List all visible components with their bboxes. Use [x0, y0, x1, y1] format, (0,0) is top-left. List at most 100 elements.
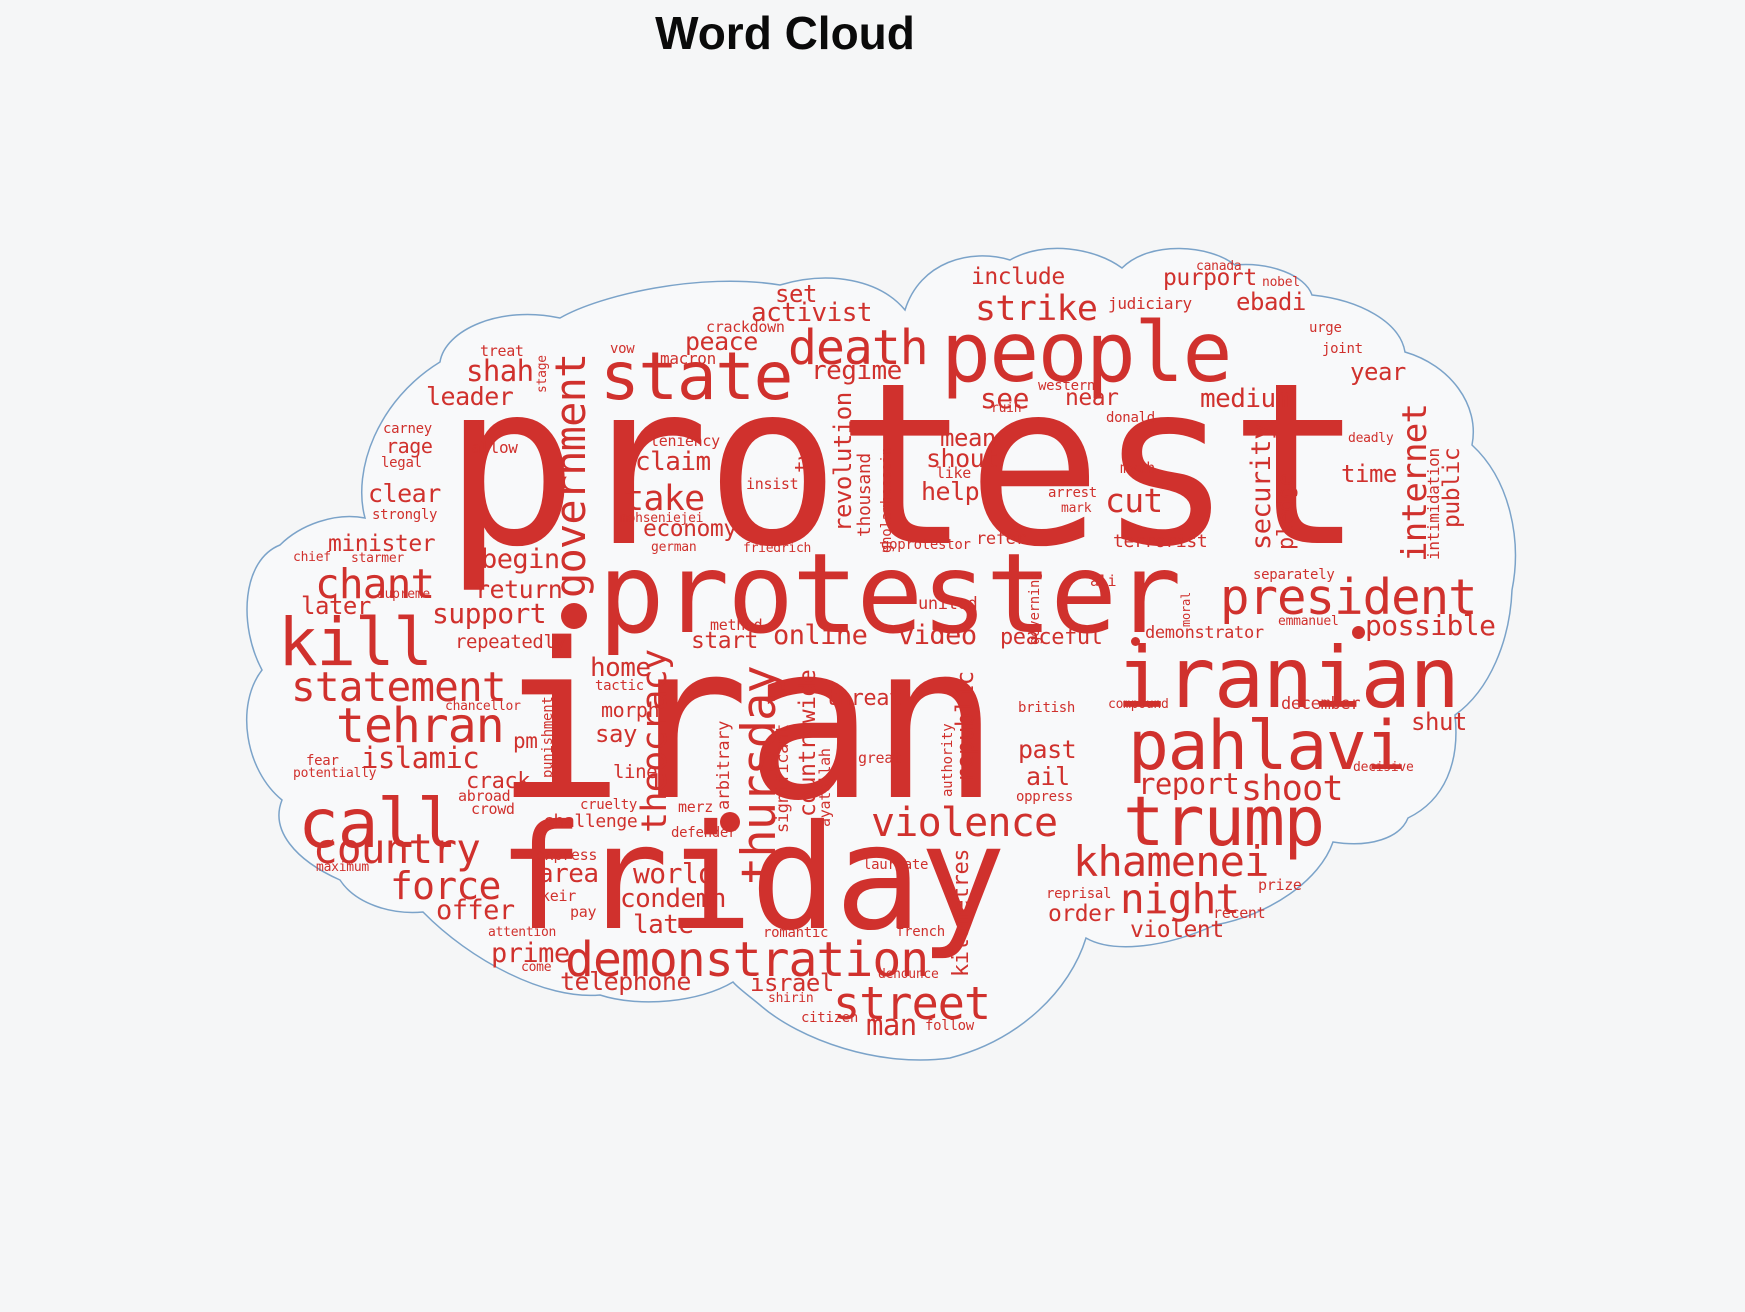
- cloud-word: line: [613, 761, 658, 783]
- cloud-word: maximum: [316, 860, 369, 875]
- cloud-word: night: [1120, 875, 1240, 923]
- cloud-word: shirin: [768, 991, 814, 1006]
- cloud-word: republic: [951, 671, 979, 783]
- cloud-word: pay: [570, 903, 597, 921]
- cloud-word: defender: [671, 825, 737, 841]
- cloud-word: include: [971, 264, 1065, 290]
- cloud-word: like: [936, 464, 971, 482]
- cloud-word: follow: [925, 1018, 974, 1034]
- cloud-word: people: [941, 304, 1233, 401]
- cloud-word: keir: [541, 887, 576, 905]
- cloud-word: kilometres: [949, 848, 974, 977]
- cloud-word: ail: [1026, 762, 1070, 791]
- cloud-word: near: [1065, 385, 1119, 411]
- cloud-word: iran: [495, 597, 1000, 848]
- cloud-word: french: [896, 924, 945, 940]
- cloud-word: street: [833, 977, 991, 1030]
- cloud-word: judiciary: [1108, 294, 1192, 313]
- cloud-word: supreme: [377, 587, 430, 602]
- page-title: Word Cloud: [655, 7, 915, 59]
- cloud-word: insist: [746, 475, 799, 493]
- cloud-word: statement: [291, 663, 507, 711]
- cloud-word: government: [546, 353, 595, 598]
- cloud-word: compound: [1108, 697, 1169, 712]
- cloud-word: khamenei: [1073, 837, 1269, 886]
- cloud-word: prime: [491, 938, 570, 969]
- cloud-word: come: [521, 960, 552, 975]
- cloud-word: strike: [975, 289, 1098, 329]
- cloud-word: german: [651, 540, 697, 555]
- cloud-word: express: [536, 846, 598, 864]
- cloud-word: strongly: [372, 507, 438, 523]
- cloud-word: western: [1038, 378, 1096, 394]
- cloud-word: fear: [306, 753, 339, 769]
- cloud-word: tv: [791, 448, 815, 473]
- cloud-word: iranian: [1116, 629, 1460, 727]
- cloud-word: emmanuel: [1278, 614, 1339, 629]
- cloud-word: refer: [976, 529, 1026, 549]
- cloud-word: demonstration: [565, 932, 929, 988]
- cloud-word: joint: [1322, 341, 1363, 357]
- cloud-word: decisive: [1353, 760, 1414, 775]
- cloud-word: urge: [1309, 320, 1342, 336]
- cloud-word: authority: [940, 723, 956, 797]
- cloud-word: cut: [1105, 481, 1163, 520]
- cloud-word: treat: [480, 342, 524, 360]
- cloud-word: method: [710, 616, 763, 634]
- cloud-word: minister: [328, 531, 436, 557]
- cloud-word: time: [1341, 460, 1397, 488]
- cloud-word: see: [980, 382, 1029, 415]
- cloud-word: death: [788, 320, 929, 376]
- cloud-word: world: [633, 857, 715, 890]
- cloud-word: regime: [811, 356, 902, 386]
- cloud-word: romantic: [763, 925, 829, 941]
- cloud-word: ali: [1090, 572, 1117, 590]
- cloud-word: help: [921, 477, 980, 506]
- cloud-dot: [1351, 625, 1365, 639]
- cloud-word: crackdown: [706, 318, 785, 336]
- cloud-word: morph: [601, 698, 660, 722]
- cloud-word: year: [1350, 358, 1406, 386]
- cloud-word: chancellor: [445, 699, 521, 714]
- cloud-word: economy: [643, 516, 737, 542]
- cloud-word: separately: [1253, 567, 1335, 583]
- cloud-word: great: [858, 749, 902, 767]
- cloud-word: friedrich: [743, 541, 812, 556]
- cloud-word: ayatollah: [816, 748, 834, 827]
- cloud-word: offer: [436, 895, 515, 926]
- cloud-word: tehran: [336, 698, 505, 754]
- cloud-word: threat: [825, 686, 902, 711]
- cloud-word: begin: [481, 544, 560, 575]
- cloud-word: leader: [426, 382, 514, 411]
- cloud-word: starmer: [351, 551, 404, 566]
- cloud-word: chief: [293, 550, 331, 565]
- cloud-word: home: [590, 653, 651, 683]
- cloud-word: online: [773, 620, 868, 651]
- cloud-word: united: [918, 594, 978, 614]
- cloud-word: legal: [381, 455, 422, 471]
- cloud-word: reprisal: [1046, 886, 1112, 902]
- cloud-dot: [561, 603, 587, 629]
- cloud-word: vow: [610, 341, 635, 357]
- cloud-word: arrest: [1048, 485, 1097, 501]
- cloud-word: support: [432, 597, 547, 630]
- cloud-word: leniency: [650, 432, 720, 450]
- cloud-word: deadly: [1348, 431, 1394, 446]
- cloud-word: myth: [1120, 459, 1155, 477]
- cloud-word: start: [691, 628, 758, 654]
- cloud-word: israel: [750, 969, 834, 997]
- cloud-word: shah: [466, 354, 534, 388]
- cloud-word: recent: [1213, 904, 1266, 922]
- cloud-word: state: [600, 338, 793, 415]
- cloud-word: take: [623, 479, 705, 519]
- cloud-word: arbitrary: [714, 720, 734, 810]
- cloud-word: activist: [751, 298, 873, 328]
- cloud-word: british: [1018, 700, 1076, 716]
- cloud-word: shout: [926, 444, 999, 473]
- cloud-word: denounce: [878, 967, 939, 982]
- cloud-word: security: [1246, 424, 1277, 550]
- cloud-word: punishment: [540, 696, 556, 779]
